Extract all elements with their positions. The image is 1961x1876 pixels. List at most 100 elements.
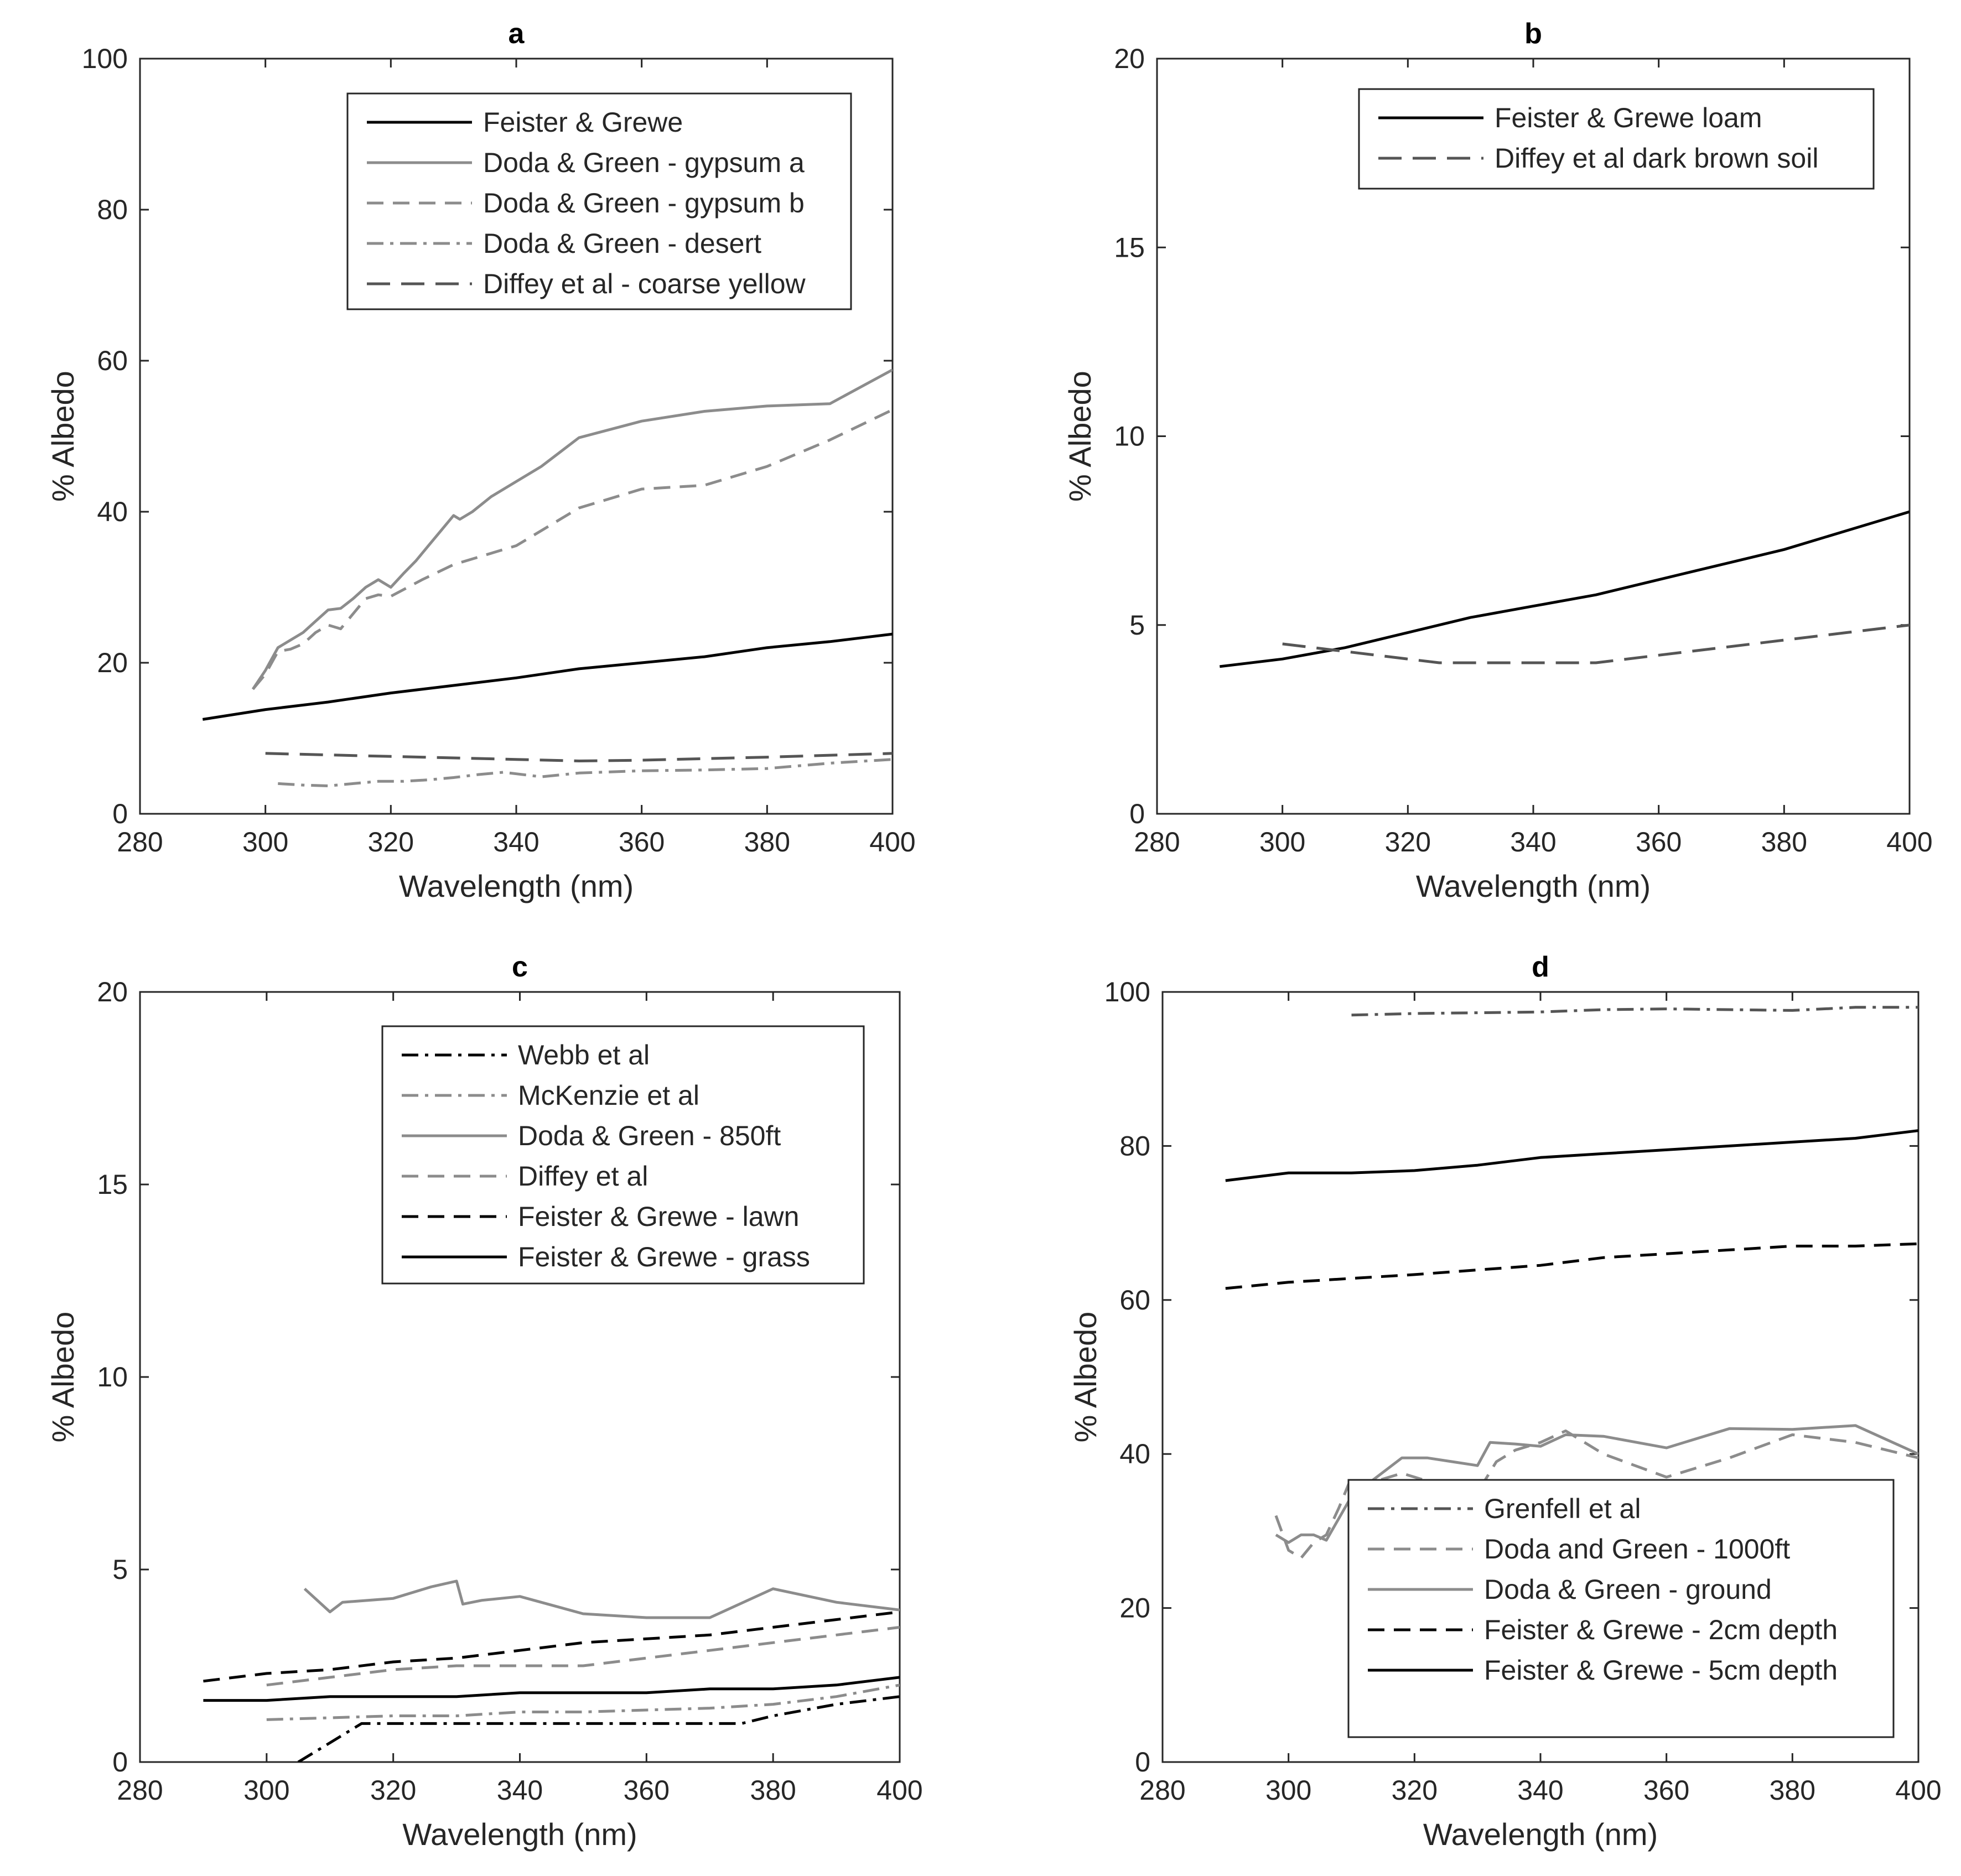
y-tick-label: 5 — [112, 1554, 128, 1585]
legend-label: Feister & Grewe - 2cm depth — [1484, 1614, 1838, 1645]
y-tick-label: 15 — [97, 1169, 128, 1200]
x-tick-label: 400 — [1895, 1775, 1941, 1806]
legend-box — [1358, 88, 1875, 190]
y-tick-label: 0 — [112, 798, 128, 829]
series-line-a-2 — [251, 368, 893, 690]
series-line-d-5 — [1225, 1129, 1918, 1182]
series-line-a-3 — [252, 408, 893, 690]
x-tick-label: 400 — [1886, 827, 1932, 858]
x-tick-label: 280 — [117, 827, 163, 858]
legend-label: Grenfell et al — [1484, 1493, 1641, 1524]
legend-label: Doda & Green - 850ft — [518, 1120, 781, 1151]
legend-label: Doda & Green - gypsum b — [483, 188, 805, 219]
x-tick-label: 340 — [1517, 1775, 1563, 1806]
legend-a: Feister & Grewe Doda & Green - gypsum a Do… — [346, 92, 852, 310]
x-tick-label: 380 — [750, 1775, 796, 1806]
series-line-d-4 — [1225, 1242, 1918, 1290]
legend-label: Feister & Grewe - lawn — [518, 1201, 799, 1232]
y-tick-label: 60 — [97, 345, 128, 376]
legend-b: Feister & Grewe loam Diffey et al dark br… — [1358, 88, 1875, 190]
x-tick-label: 320 — [1392, 1775, 1438, 1806]
x-tick-label: 360 — [619, 827, 665, 858]
chart-title: b — [1524, 18, 1542, 50]
x-tick-label: 340 — [497, 1775, 543, 1806]
legend-label: Feister & Grewe - 5cm depth — [1484, 1655, 1838, 1686]
series-line-d-3 — [1275, 1424, 1918, 1544]
y-tick-label: 40 — [97, 496, 128, 527]
chart-panel-b: 280 300 320 340 360 380 400 0 5 10 15 20 b Wavelength… — [1062, 18, 1933, 903]
y-tick-label: 10 — [1114, 421, 1145, 452]
legend-label: Doda and Green - 1000ft — [1484, 1534, 1790, 1565]
x-tick-label: 400 — [876, 1775, 922, 1806]
legend-label: Doda & Green - desert — [483, 228, 761, 259]
y-tick-label: 0 — [1129, 798, 1145, 829]
legend-label: Feister & Grewe loam — [1495, 102, 1762, 133]
y-tick-label: 0 — [1135, 1747, 1150, 1778]
legend-label: Feister & Grewe - grass — [518, 1241, 810, 1272]
y-tick-label: 80 — [1119, 1130, 1150, 1161]
x-tick-label: 380 — [1770, 1775, 1815, 1806]
series-line-a-1 — [202, 632, 893, 721]
chart-panel-d: 280 300 320 340 360 380 400 0 20 40 60 80 100 d Wavele… — [1068, 951, 1942, 1852]
x-tick-label: 360 — [624, 1775, 670, 1806]
series-line-c-1 — [297, 1695, 900, 1762]
x-tick-label: 300 — [243, 1775, 289, 1806]
x-tick-label: 320 — [1385, 827, 1431, 858]
y-tick-label: 0 — [112, 1747, 128, 1778]
x-tick-label: 340 — [1510, 827, 1556, 858]
y-tick-label: 15 — [1114, 232, 1145, 263]
x-tick-label: 300 — [1265, 1775, 1311, 1806]
series-line-a-4 — [278, 758, 893, 787]
series-line-c-3 — [303, 1579, 900, 1619]
x-tick-label: 280 — [1134, 827, 1180, 858]
series-lines — [202, 368, 893, 787]
legend-label: Feister & Grewe — [483, 107, 683, 138]
x-tick-label: 400 — [869, 827, 915, 858]
x-axis-label: Wavelength (nm) — [1416, 869, 1651, 903]
y-tick-label: 5 — [1129, 610, 1145, 641]
y-axis-label: % Albedo — [1062, 371, 1097, 502]
x-tick-label: 360 — [1643, 1775, 1689, 1806]
series-line-a-5 — [265, 752, 893, 762]
legend-c: Webb et al McKenzie et al Doda & Green - 8… — [381, 1025, 865, 1285]
x-tick-label: 300 — [1259, 827, 1305, 858]
y-tick-label: 20 — [1119, 1593, 1150, 1624]
legend-box — [1347, 1479, 1895, 1738]
legend-label: Webb et al — [518, 1040, 650, 1070]
x-tick-label: 300 — [242, 827, 288, 858]
y-tick-label: 100 — [82, 43, 128, 74]
chart-title: d — [1532, 951, 1549, 983]
series-line-c-4 — [266, 1625, 900, 1687]
x-tick-label: 320 — [370, 1775, 416, 1806]
chart-title: a — [509, 18, 525, 50]
series-line-c-2 — [266, 1683, 900, 1721]
y-axis-label: % Albedo — [45, 371, 80, 502]
x-tick-label: 280 — [117, 1775, 163, 1806]
series-line-b-2 — [1282, 623, 1910, 664]
chart-panel-c: 280 300 320 340 360 380 400 0 5 10 15 20 c Wavelength… — [45, 951, 923, 1852]
y-tick-label: 10 — [97, 1361, 128, 1392]
series-lines — [1225, 1006, 1918, 1560]
series-line-d-1 — [1351, 1006, 1918, 1017]
legend-label: Doda & Green - ground — [1484, 1574, 1772, 1605]
legend-box — [346, 92, 852, 310]
y-tick-label: 80 — [97, 194, 128, 225]
legend-label: McKenzie et al — [518, 1080, 699, 1111]
x-tick-label: 380 — [744, 827, 790, 858]
series-line-c-6 — [203, 1676, 900, 1702]
x-tick-label: 380 — [1761, 827, 1807, 858]
series-lines — [203, 1579, 900, 1762]
x-tick-label: 340 — [493, 827, 539, 858]
series-lines — [1220, 510, 1910, 668]
x-axis-label: Wavelength (nm) — [399, 869, 634, 903]
x-tick-label: 320 — [368, 827, 414, 858]
chart-panel-a: 280 300 320 340 360 380 400 0 20 40 60 80 100 a Wavele… — [45, 18, 916, 903]
y-tick-label: 60 — [1119, 1285, 1150, 1316]
x-axis-label: Wavelength (nm) — [1423, 1817, 1658, 1852]
y-tick-label: 20 — [97, 647, 128, 678]
legend-label: Doda & Green - gypsum a — [483, 147, 805, 178]
legend-label: Diffey et al dark brown soil — [1495, 143, 1818, 174]
x-axis-label: Wavelength (nm) — [402, 1817, 637, 1852]
series-line-c-5 — [203, 1610, 900, 1683]
